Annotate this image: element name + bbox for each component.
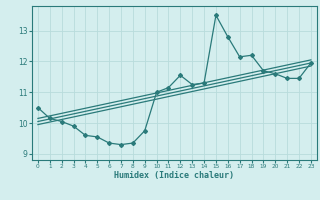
X-axis label: Humidex (Indice chaleur): Humidex (Indice chaleur) — [115, 171, 234, 180]
